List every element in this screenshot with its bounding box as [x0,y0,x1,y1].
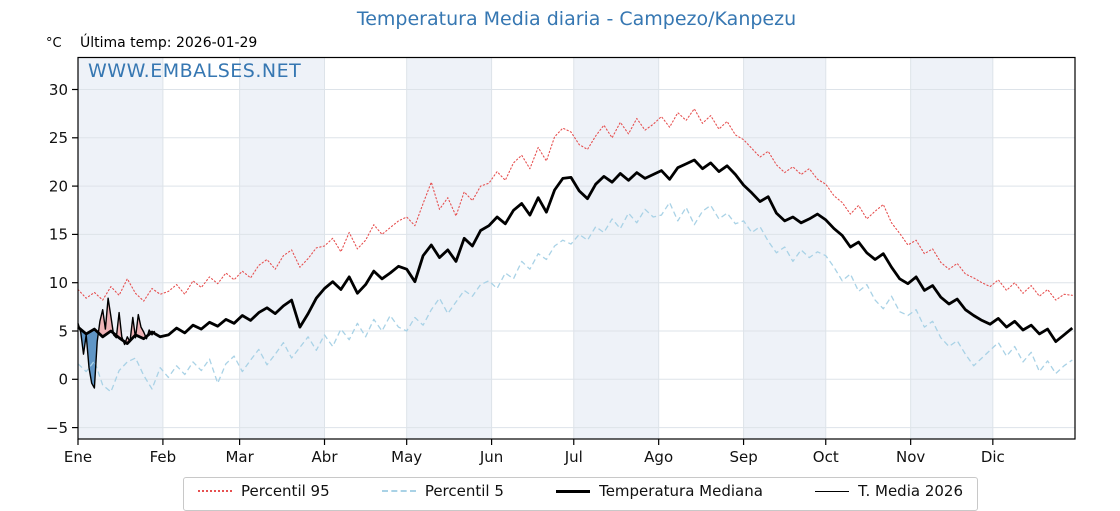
month-band-nov [910,57,993,439]
x-tick-label: Ene [64,448,92,466]
x-tick-label: Dic [981,448,1005,466]
x-tick-label: Nov [896,448,925,466]
y-tick-label: 5 [58,322,68,340]
y-tick-label: −5 [46,419,68,437]
x-tick-label: Abr [312,448,339,466]
x-tick-label: Jul [564,448,583,466]
month-band-may [406,57,492,439]
y-tick-label: 20 [49,177,68,195]
x-tick-label: Mar [225,448,254,466]
x-tick-label: Oct [813,448,839,466]
legend-label: T. Media 2026 [858,482,963,500]
y-tick-label: 15 [49,226,68,244]
x-tick-label: Sep [729,448,757,466]
legend-item-t-media-2026: T. Media 2026 [815,482,963,500]
series-line-t-media-2026 [77,297,156,389]
month-band-mar [239,57,325,439]
legend-label: Temperatura Mediana [599,482,763,500]
fill-below-median [78,327,155,388]
x-tick-label: Ago [644,448,673,466]
temperature-chart-page: { "page": { "title": "Temperatura Media … [45,8,1076,511]
legend-item-mediana: Temperatura Mediana [556,482,763,500]
month-band-ene [78,57,163,439]
percentil-5-line-sample [381,490,416,492]
legend-label: Percentil 95 [241,482,330,500]
y-tick-label: 25 [49,129,68,147]
chart-canvas: −5 0 5 10 15 20 25 30 Ene Feb Mar Abr May Jun Jul Ago Se… [46,56,1076,466]
last-temp-annotation: Última temp: 2026-01-29 [80,35,258,51]
mediana-line-sample [556,489,591,493]
chart-title: Temperatura Media diaria - Campezo/Kanpe… [356,8,797,30]
y-tick-label: 10 [49,274,68,292]
series-line-percentil-95 [77,108,1073,302]
x-tick-label: May [391,448,422,466]
t-media-2026-line-sample [815,490,850,492]
legend-label: Percentil 5 [424,482,504,500]
legend-item-percentil-5: Percentil 5 [381,482,504,500]
chart-legend: Percentil 95 Percentil 5 Temperatura Med… [183,477,978,511]
x-tick-label: Feb [150,448,177,466]
series-line-temperatura-mediana [77,158,1074,345]
x-tick-label: Jun [479,448,503,466]
month-band-jul [573,57,659,439]
percentil-95-line-sample [198,490,232,492]
y-axis-unit-label: °C [46,36,62,51]
watermark-text: WWW.EMBALSES.NET [88,60,302,82]
plot-border [77,56,1076,440]
y-tick-label: 30 [49,81,68,99]
series-line-percentil-5 [77,201,1073,393]
legend-item-percentil-95: Percentil 95 [198,482,330,500]
y-tick-label: 0 [58,371,68,389]
